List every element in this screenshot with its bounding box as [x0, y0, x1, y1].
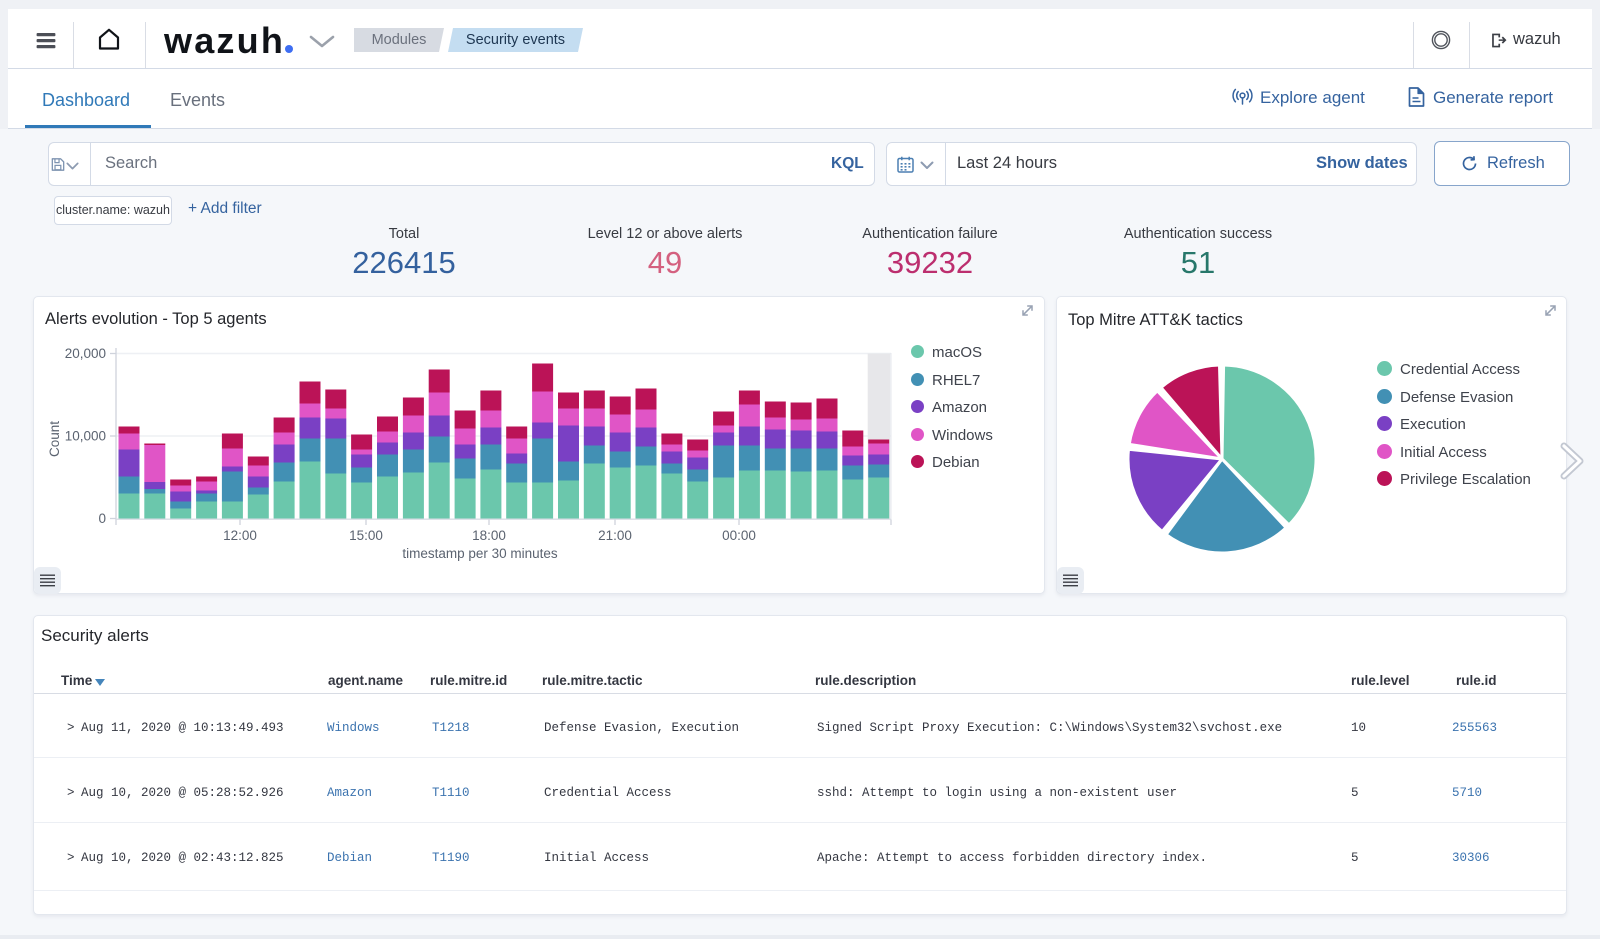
svg-text:12:00: 12:00 [223, 528, 257, 543]
svg-text:10,000: 10,000 [65, 429, 106, 444]
svg-text:21:00: 21:00 [598, 528, 632, 543]
svg-text:0: 0 [98, 511, 106, 526]
svg-text:20,000: 20,000 [65, 346, 106, 361]
svg-text:timestamp per 30 minutes: timestamp per 30 minutes [402, 546, 558, 561]
svg-text:18:00: 18:00 [472, 528, 506, 543]
svg-text:Count: Count [47, 421, 62, 457]
svg-text:00:00: 00:00 [722, 528, 756, 543]
svg-text:15:00: 15:00 [349, 528, 383, 543]
